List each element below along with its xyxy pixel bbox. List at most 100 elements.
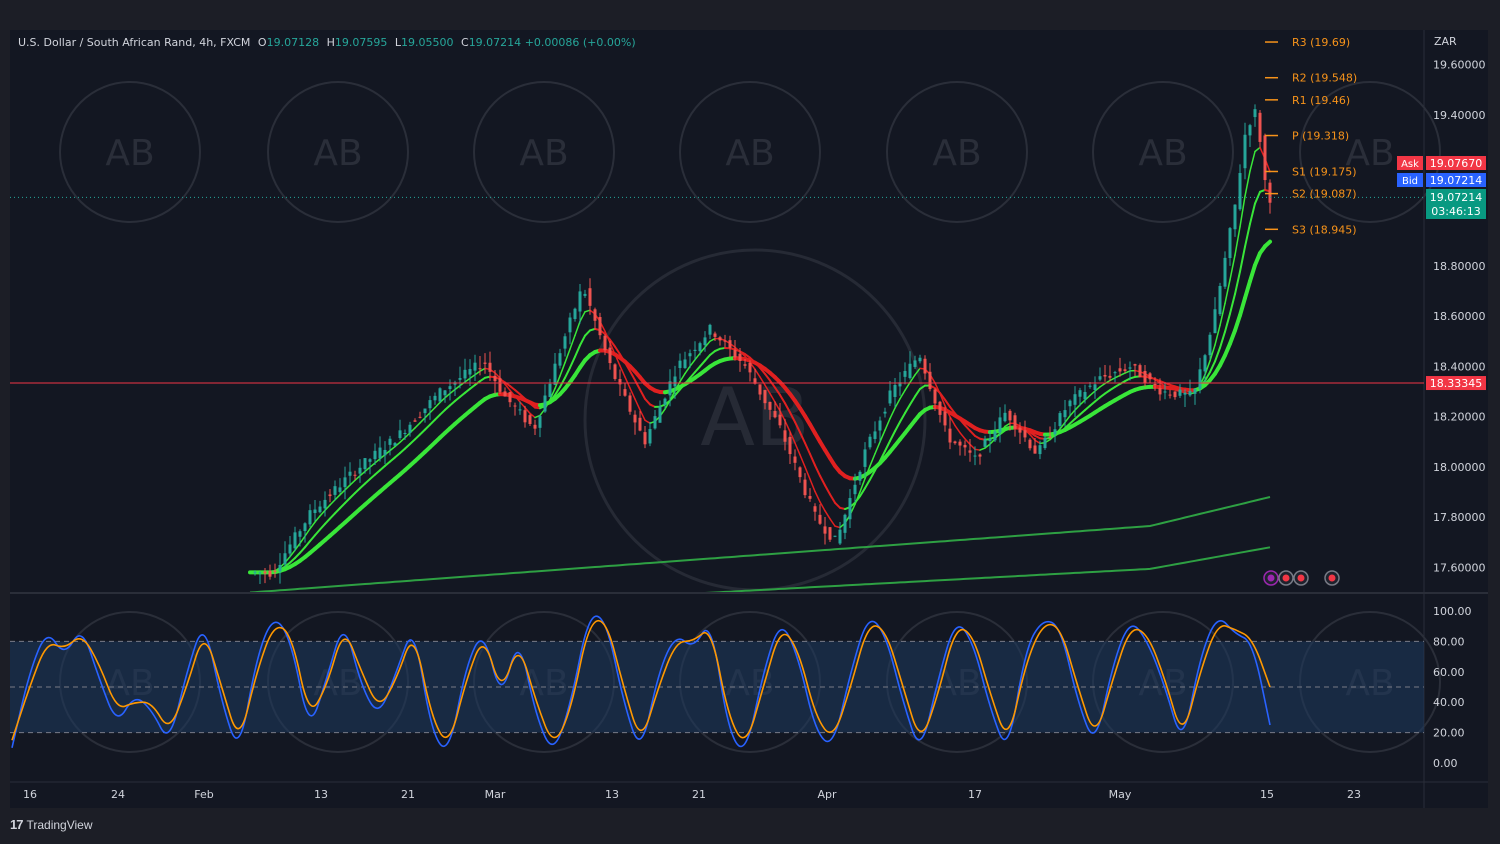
ma-mid-line: [859, 487, 866, 498]
candle-body: [828, 527, 832, 540]
candle-body: [1233, 204, 1237, 230]
candle-body: [723, 340, 727, 342]
candle-body: [1178, 389, 1182, 396]
ma-fast-line: [739, 350, 746, 358]
candle-body: [663, 398, 667, 405]
candle-body: [333, 486, 337, 495]
bid-price-bg: [1426, 173, 1486, 187]
candle-body: [1108, 375, 1112, 378]
candle-body: [288, 544, 292, 554]
ma-fast-line: [404, 432, 411, 439]
candle-body: [383, 449, 387, 456]
candle-body: [1058, 413, 1062, 427]
ma-fast-line: [774, 401, 781, 412]
tradingview-logo-icon: 17: [10, 817, 24, 832]
watermark-text: AB: [1345, 133, 1394, 174]
candle-body: [948, 428, 952, 443]
time-axis-tick: 21: [692, 788, 706, 801]
ma-fast-line: [614, 353, 621, 367]
ma-fast-line: [334, 494, 341, 501]
ma-fast-line: [519, 401, 526, 409]
candle-body: [773, 411, 777, 418]
candle-body: [428, 400, 432, 409]
ma-mid-line: [969, 429, 976, 437]
candle-body: [438, 388, 442, 402]
price-pane: [10, 104, 1424, 592]
pivot-level-label: R3 (19.69): [1292, 36, 1350, 49]
ma-mid-line: [804, 441, 811, 456]
ma-fast-line: [1224, 279, 1231, 305]
ma-fast-line: [859, 477, 866, 493]
candle-body: [678, 360, 682, 369]
ma-mid-line: [284, 561, 291, 568]
candle-body: [568, 317, 572, 333]
candle-body: [873, 431, 877, 439]
ma-mid-line: [879, 450, 886, 462]
ma-fast-line: [814, 490, 821, 503]
stochastic-axis-tick: 60.00: [1433, 666, 1465, 679]
ma-mid-line: [509, 385, 516, 392]
ma-mid-line: [744, 353, 751, 359]
ma-mid-line: [524, 397, 531, 405]
candle-body: [498, 378, 502, 392]
symbol-title[interactable]: U.S. Dollar / South African Rand, 4h, FX…: [18, 36, 251, 49]
ma-mid-line: [454, 395, 461, 403]
candle-body: [868, 436, 872, 448]
ma-mid-line: [699, 359, 706, 368]
level-price-bg: [1426, 376, 1486, 391]
ma-fast-line: [899, 389, 906, 400]
ma-mid-line: [584, 329, 591, 337]
ma-mid-line: [784, 402, 791, 414]
ma-fast-line: [299, 535, 306, 545]
ma-fast-line: [1254, 146, 1261, 153]
candle-body: [1008, 410, 1012, 421]
ma-mid-line: [529, 402, 536, 409]
ma-fast-line: [779, 410, 786, 422]
time-axis-tick: 17: [968, 788, 982, 801]
candle-body: [1253, 109, 1257, 118]
ma-fast-line: [424, 411, 431, 419]
ma-fast-line: [314, 515, 321, 523]
candle-body: [1173, 391, 1177, 398]
price-axis-tick: 18.60000: [1433, 310, 1486, 323]
price-axis-tick: 18.80000: [1433, 260, 1486, 273]
candle-body: [1128, 367, 1132, 369]
candle-body: [793, 456, 797, 463]
ma-mid-line: [559, 376, 566, 389]
ma-fast-line: [959, 431, 966, 440]
ma-fast-line: [389, 445, 396, 452]
ma-fast-line: [354, 475, 361, 482]
ma-fast-line: [439, 396, 446, 404]
candle-body: [443, 390, 447, 396]
ma-mid-line: [574, 344, 581, 358]
candle-body: [903, 370, 907, 377]
ma-mid-line: [339, 502, 346, 510]
ma-mid-line: [384, 460, 391, 467]
ma-fast-line: [764, 384, 771, 395]
candle-body: [893, 384, 897, 397]
ma-fast-line: [374, 458, 381, 464]
ma-fast-line: [1099, 382, 1106, 388]
ma-mid-line: [674, 388, 681, 397]
tradingview-brand[interactable]: 17 TradingView: [10, 817, 93, 832]
candle-body: [1053, 429, 1057, 435]
ma-fast-line: [309, 521, 316, 530]
candle-body: [918, 357, 922, 362]
ma-fast-line: [624, 376, 631, 389]
ma-slow-line: [1228, 328, 1237, 346]
watermark-text: AB: [105, 133, 154, 174]
candle-body: [733, 349, 737, 358]
ma-fast-line: [914, 367, 921, 376]
ma-mid-line: [954, 412, 961, 421]
candle-body: [1043, 437, 1047, 449]
ma-mid-line: [639, 388, 646, 400]
candle-body: [418, 416, 422, 418]
ma-fast-line: [454, 384, 461, 391]
ma-mid-line: [434, 413, 441, 421]
candle-body: [958, 441, 962, 446]
ma-fast-line: [1074, 404, 1081, 411]
candle-body: [1088, 385, 1092, 387]
ma-mid-line: [964, 424, 971, 432]
